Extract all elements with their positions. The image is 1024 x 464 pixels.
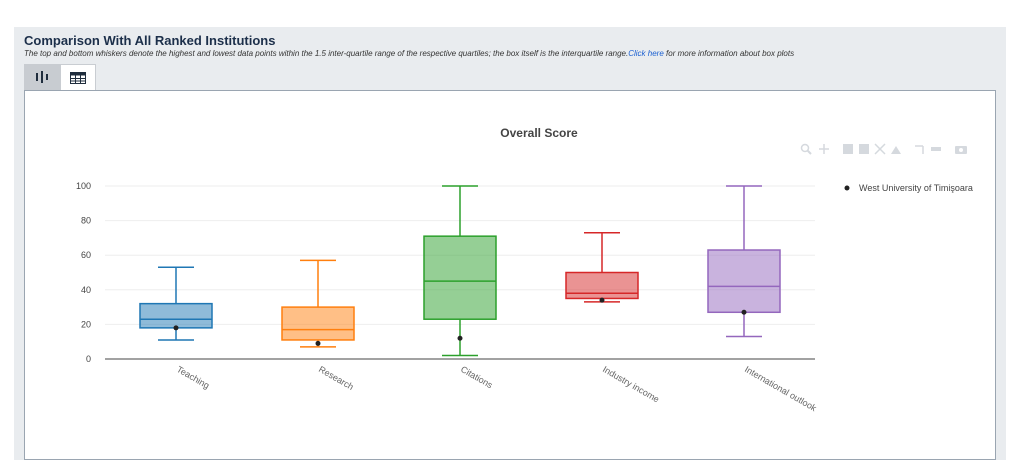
box-iqr — [565, 271, 639, 300]
y-tick-label: 60 — [81, 250, 91, 260]
pan-icon[interactable] — [819, 144, 829, 154]
y-tick-label: 0 — [86, 354, 91, 364]
chart-frame: Overall Score 0 20 40 60 80 100 Teaching Resea… — [24, 90, 996, 460]
view-tabs — [24, 64, 96, 90]
table-icon — [70, 71, 86, 84]
section-description: The top and bottom whiskers denote the h… — [24, 49, 794, 58]
section-title: Comparison With All Ranked Institutions — [24, 33, 276, 48]
chart-title: Overall Score — [500, 126, 578, 140]
x-tick-label: Research — [317, 364, 355, 392]
autoscale-icon[interactable] — [874, 143, 886, 155]
description-text: The top and bottom whiskers denote the h… — [24, 49, 629, 58]
legend-marker — [844, 185, 850, 191]
x-tick-label: Citations — [459, 364, 495, 390]
box-industry-income — [565, 231, 639, 303]
box-iqr — [707, 249, 781, 314]
data-point — [599, 297, 605, 303]
comparison-panel: Comparison With All Ranked Institutions … — [14, 27, 1006, 460]
box-plot-info-link[interactable]: Click here — [628, 49, 664, 58]
box-iqr — [423, 235, 497, 320]
x-tick-label: Teaching — [175, 364, 211, 391]
zoom-out-icon[interactable] — [859, 144, 869, 154]
camera-icon[interactable] — [955, 146, 967, 154]
y-tick-label: 100 — [76, 181, 91, 191]
y-tick-label: 20 — [81, 319, 91, 329]
box-plot-icon — [36, 71, 48, 83]
box-citations — [423, 185, 497, 357]
data-point — [315, 340, 321, 346]
spike-lines-icon[interactable] — [915, 145, 924, 154]
box-iqr — [139, 302, 213, 329]
x-tick-label: Industry income — [601, 364, 661, 404]
box-plot-chart: Overall Score 0 20 40 60 80 100 Teaching Resea… — [76, 126, 973, 414]
box-research — [281, 259, 355, 348]
y-tick-label: 40 — [81, 285, 91, 295]
description-suffix: for more information about box plots — [663, 49, 795, 58]
data-point — [741, 309, 747, 315]
reset-axes-icon[interactable] — [891, 146, 901, 154]
x-tick-label: International outlook — [743, 364, 819, 413]
tab-table[interactable] — [60, 64, 96, 90]
tab-box-plot[interactable] — [24, 64, 60, 90]
box-iqr — [281, 306, 355, 341]
hover-compare-icon[interactable] — [931, 147, 941, 151]
y-tick-label: 80 — [81, 216, 91, 226]
box-international-outlook — [707, 185, 781, 338]
zoom-in-icon[interactable] — [843, 144, 853, 154]
data-point — [457, 335, 463, 341]
zoom-icon[interactable] — [800, 143, 812, 155]
legend-label: West University of Timişoara — [859, 183, 973, 193]
box-teaching — [139, 266, 213, 341]
chart-modebar — [800, 143, 967, 155]
data-point — [173, 325, 179, 331]
